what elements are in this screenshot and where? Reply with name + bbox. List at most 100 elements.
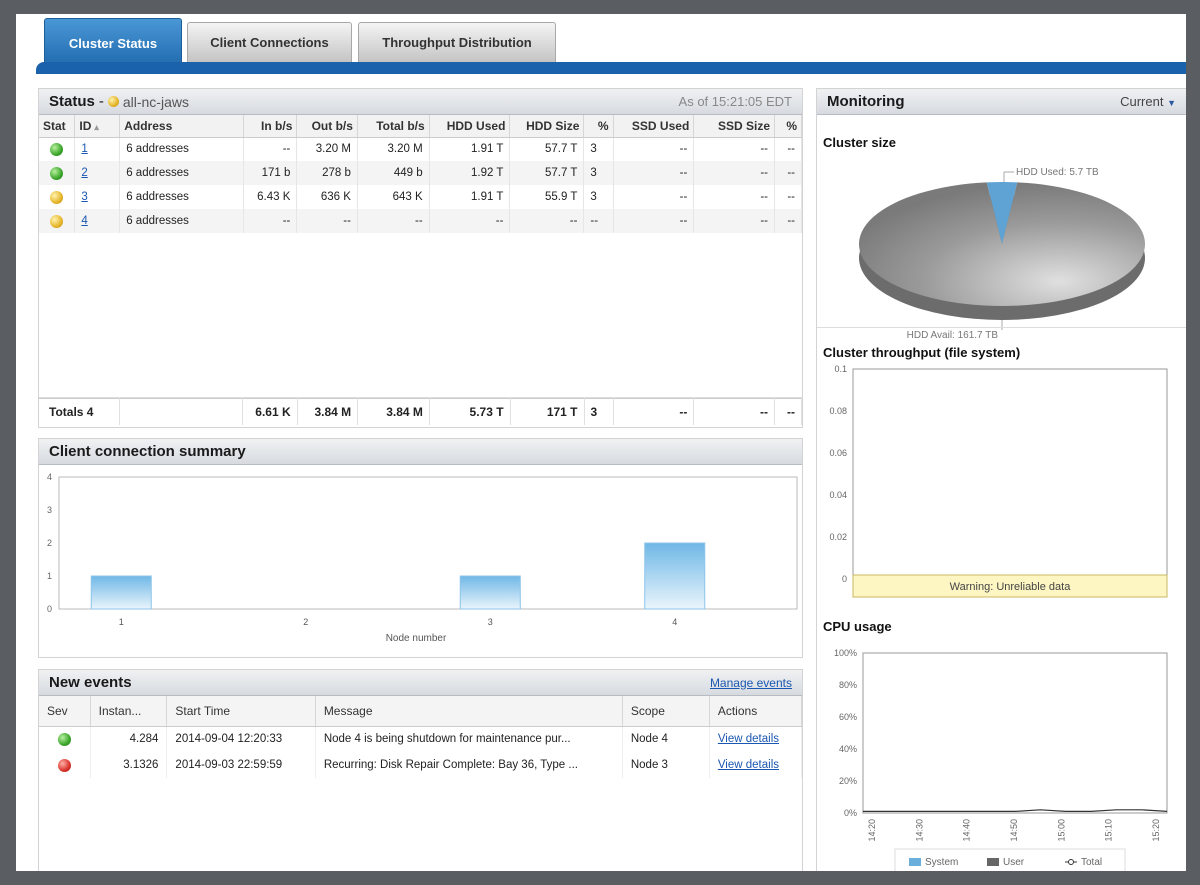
manage-events-link[interactable]: Manage events bbox=[709, 675, 792, 690]
plot-area bbox=[852, 368, 1168, 580]
value-cell: 6.43 K bbox=[243, 185, 298, 209]
column-header[interactable]: Out b/s bbox=[296, 115, 358, 138]
severity-red-icon bbox=[57, 758, 71, 772]
column-header[interactable]: Start Time bbox=[166, 696, 316, 727]
value-cell: -- bbox=[613, 161, 695, 185]
x-tick-label: 14:30 bbox=[914, 819, 924, 842]
value-cell: 1.91 T bbox=[429, 137, 511, 161]
warning-text: Warning: Unreliable data bbox=[950, 581, 1072, 593]
value-cell: -- bbox=[509, 209, 585, 233]
severity-cell bbox=[39, 726, 91, 752]
x-tick-label: 15:20 bbox=[1151, 819, 1161, 842]
table-row[interactable]: 3.1326 2014-09-03 22:59:59 Recurring: Disk… bbox=[39, 752, 803, 778]
address-cell: 6 addresses bbox=[119, 137, 244, 161]
column-header[interactable]: Message bbox=[315, 696, 623, 727]
column-header[interactable]: SSD Size bbox=[693, 115, 776, 138]
node-id-link[interactable]: 1 bbox=[81, 143, 88, 156]
x-tick-label: 14:20 bbox=[867, 819, 877, 842]
value-cell: 57.7 T bbox=[509, 137, 585, 161]
column-header[interactable]: Scope bbox=[622, 696, 710, 727]
message-cell: Node 4 is being shutdown for maintenance… bbox=[315, 726, 623, 752]
column-header[interactable]: Address bbox=[119, 115, 244, 138]
y-tick-label: 0.04 bbox=[829, 490, 847, 500]
legend-label[interactable]: Total bbox=[1081, 857, 1102, 868]
value-cell: -- bbox=[613, 185, 695, 209]
y-tick-label: 2 bbox=[47, 538, 52, 548]
view-details-link[interactable]: View details bbox=[717, 733, 779, 746]
column-header[interactable]: ID ▴ bbox=[74, 115, 121, 138]
x-tick-label: 4 bbox=[672, 617, 677, 627]
column-header-label: Out b/s bbox=[311, 118, 353, 133]
value-cell: 55.9 T bbox=[509, 185, 585, 209]
app-frame: Cluster Status Client Connections Throug… bbox=[16, 14, 1186, 871]
column-header[interactable]: Sev bbox=[39, 696, 91, 727]
node-id-link[interactable]: 4 bbox=[81, 215, 88, 227]
pie-slice-1[interactable] bbox=[859, 182, 1145, 306]
pie-label: HDD Used: 5.7 TB bbox=[1016, 167, 1099, 178]
plot-area bbox=[862, 652, 1168, 814]
tab-client-connections[interactable]: Client Connections bbox=[187, 22, 352, 62]
status-yellow-icon bbox=[50, 214, 64, 228]
totals-value: -- bbox=[613, 398, 695, 425]
cpu-chart: 0% 20% 40% 60% 80% 100% 14:20 14:30 14:40 14:50 15… bbox=[834, 648, 1168, 871]
period-value: Current bbox=[1120, 94, 1164, 109]
view-details-link[interactable]: View details bbox=[717, 759, 779, 771]
instance-cell: 4.284 bbox=[90, 726, 168, 752]
status-table: Stat ID ▴ Address In b/s Out b/s Total b/s HDD … bbox=[39, 115, 802, 233]
cluster-size-pie: HDD Used: 5.7 TB HDD Avail: 161.7 TB bbox=[859, 167, 1145, 341]
value-cell: -- bbox=[357, 209, 430, 233]
value-cell: -- bbox=[774, 137, 802, 161]
cluster-status-icon bbox=[107, 96, 119, 107]
bar-node-3[interactable] bbox=[459, 575, 521, 610]
totals-value: -- bbox=[774, 398, 802, 425]
value-cell: -- bbox=[774, 161, 802, 185]
node-id-link[interactable]: 2 bbox=[81, 167, 88, 179]
column-header[interactable]: SSD Used bbox=[613, 115, 695, 138]
warning-banner bbox=[852, 574, 1168, 598]
column-header[interactable]: HDD Used bbox=[429, 115, 511, 138]
column-header[interactable]: Instan... bbox=[90, 696, 168, 727]
y-tick-label: 40% bbox=[839, 744, 857, 754]
column-header-label: Stat bbox=[43, 118, 66, 133]
column-header-label: HDD Size bbox=[526, 118, 580, 133]
bar-node-4[interactable] bbox=[644, 542, 706, 610]
column-header[interactable]: Total b/s bbox=[357, 115, 430, 138]
pie-slice-0[interactable] bbox=[986, 182, 1018, 244]
pie-label: HDD Avail: 161.7 TB bbox=[907, 330, 999, 341]
instance-cell: 3.1326 bbox=[90, 752, 168, 778]
value-cell: -- bbox=[693, 209, 776, 233]
status-cell bbox=[39, 209, 76, 233]
status-title: Status bbox=[49, 93, 95, 110]
actions-cell: View details bbox=[709, 752, 803, 778]
monitoring-title: Monitoring bbox=[827, 93, 905, 110]
column-header[interactable]: % bbox=[583, 115, 614, 138]
value-cell: 278 b bbox=[296, 161, 358, 185]
value-cell: -- bbox=[693, 185, 776, 209]
divider bbox=[817, 327, 1186, 328]
column-header-label: ID bbox=[79, 118, 92, 133]
column-header[interactable]: % bbox=[774, 115, 802, 138]
tab-throughput-distribution[interactable]: Throughput Distribution bbox=[358, 22, 556, 62]
column-header[interactable]: Stat bbox=[39, 115, 76, 138]
bar-node-1[interactable] bbox=[90, 575, 152, 610]
legend-label[interactable]: User bbox=[1003, 857, 1025, 868]
column-header-label: HDD Used bbox=[446, 118, 506, 133]
column-header[interactable]: HDD Size bbox=[509, 115, 585, 138]
tab-cluster-status[interactable]: Cluster Status bbox=[44, 18, 182, 68]
table-row[interactable]: 4.284 2014-09-04 12:20:33 Node 4 is being … bbox=[39, 726, 803, 752]
period-dropdown[interactable]: Current ▼ bbox=[1120, 94, 1176, 109]
value-cell: 3.20 M bbox=[357, 137, 430, 161]
value-cell: 1.91 T bbox=[429, 185, 511, 209]
column-header[interactable]: Actions bbox=[709, 696, 803, 727]
totals-label: Totals 4 bbox=[39, 398, 121, 425]
client-summary-title: Client connection summary bbox=[49, 443, 246, 460]
x-tick-label: 15:10 bbox=[1104, 819, 1114, 842]
node-id-link[interactable]: 3 bbox=[81, 191, 88, 203]
column-header[interactable]: In b/s bbox=[243, 115, 298, 138]
legend-label[interactable]: System bbox=[925, 857, 958, 868]
value-cell: -- bbox=[693, 161, 776, 185]
table-row[interactable]: 3 6 addresses 6.43 K 636 K 643 K 1.91 T 55.9 T… bbox=[39, 185, 802, 209]
